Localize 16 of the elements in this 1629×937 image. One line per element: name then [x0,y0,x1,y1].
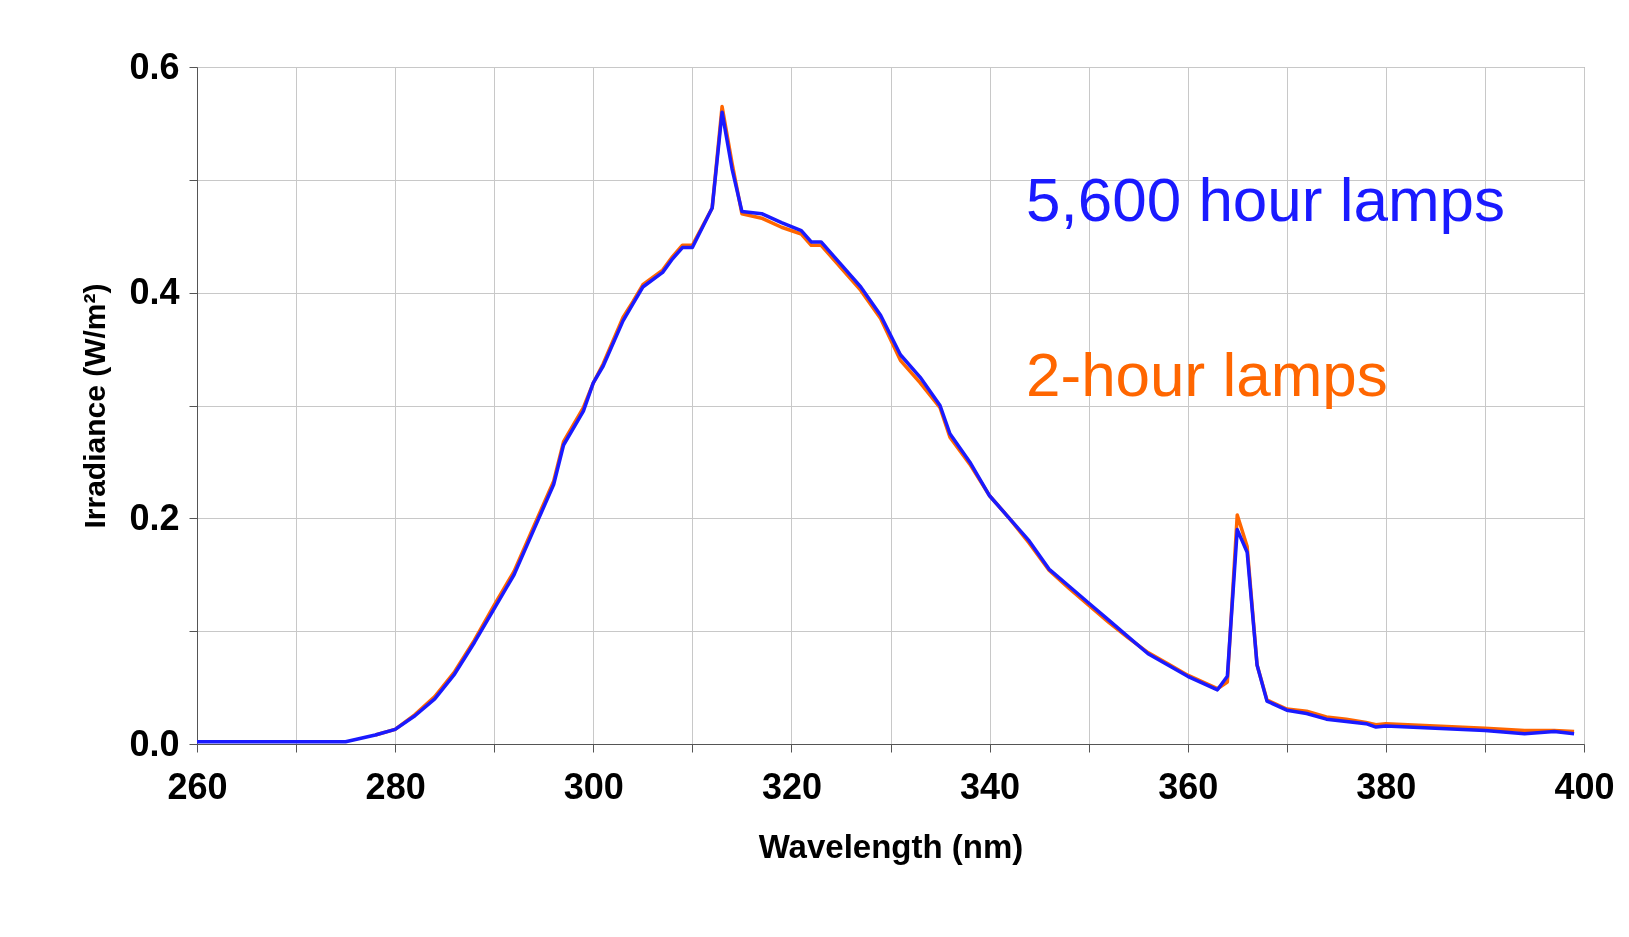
y-tick-label: 0.6 [129,45,180,87]
x-tick-label: 400 [1554,765,1615,807]
x-tick-label: 320 [761,765,822,807]
x-tick-label: 260 [167,765,228,807]
text: 5,600 hour lamps [1026,165,1506,234]
x-tick-label: 280 [365,765,426,807]
y-axis-title: Irradiance (W/m²) [78,283,112,529]
y-tick-label: 0.4 [129,271,180,313]
x-tick-label: 380 [1356,765,1417,807]
y-tick-label: 0.2 [129,496,180,538]
y-tick-label: 0.0 [129,722,180,764]
series-label: 2-hour lamps [1026,340,1388,409]
x-tick-label: 300 [563,765,624,807]
x-tick-label: 340 [960,765,1021,807]
x-tick-label: 360 [1158,765,1219,807]
x-axis-title: Wavelength (nm) [758,827,1024,865]
